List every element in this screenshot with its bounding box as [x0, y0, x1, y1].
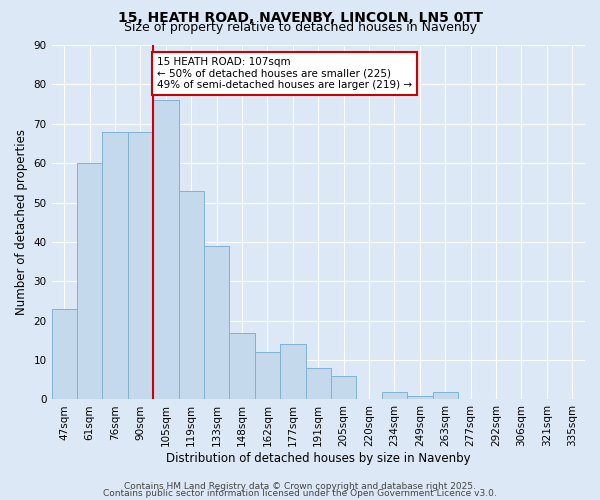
X-axis label: Distribution of detached houses by size in Navenby: Distribution of detached houses by size …	[166, 452, 470, 465]
Text: 15 HEATH ROAD: 107sqm
← 50% of detached houses are smaller (225)
49% of semi-det: 15 HEATH ROAD: 107sqm ← 50% of detached …	[157, 57, 412, 90]
Bar	[255, 352, 280, 400]
Bar	[280, 344, 305, 400]
Text: 15, HEATH ROAD, NAVENBY, LINCOLN, LN5 0TT: 15, HEATH ROAD, NAVENBY, LINCOLN, LN5 0T…	[118, 11, 482, 25]
Bar	[128, 132, 153, 400]
Bar	[229, 332, 255, 400]
Text: Contains HM Land Registry data © Crown copyright and database right 2025.: Contains HM Land Registry data © Crown c…	[124, 482, 476, 491]
Bar	[153, 100, 179, 400]
Bar	[179, 190, 204, 400]
Bar	[407, 396, 433, 400]
Bar	[433, 392, 458, 400]
Text: Contains public sector information licensed under the Open Government Licence v3: Contains public sector information licen…	[103, 488, 497, 498]
Bar	[77, 163, 103, 400]
Y-axis label: Number of detached properties: Number of detached properties	[15, 129, 28, 315]
Bar	[204, 246, 229, 400]
Bar	[52, 309, 77, 400]
Bar	[103, 132, 128, 400]
Bar	[331, 376, 356, 400]
Bar	[305, 368, 331, 400]
Text: Size of property relative to detached houses in Navenby: Size of property relative to detached ho…	[124, 21, 476, 34]
Bar	[382, 392, 407, 400]
